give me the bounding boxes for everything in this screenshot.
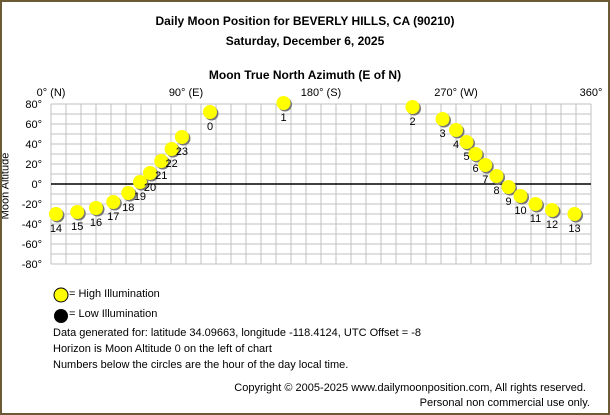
- moon-marker: [106, 195, 121, 209]
- usage-notice: Personal non commercial use only.: [419, 397, 590, 409]
- moon-marker: [528, 197, 543, 211]
- moon-marker: [513, 189, 528, 203]
- y-tick-label: -80°: [22, 259, 42, 271]
- y-tick-label: 40°: [25, 139, 42, 151]
- x-tick-label: 90° (E): [169, 87, 203, 99]
- moon-marker: [70, 205, 85, 219]
- hour-label: 16: [90, 217, 102, 229]
- hour-label: 0: [207, 121, 213, 133]
- moon-marker: [154, 154, 169, 168]
- moon-marker: [132, 175, 147, 189]
- moon-marker: [459, 135, 474, 149]
- moon-marker: [435, 112, 450, 126]
- hour-label: 11: [530, 213, 541, 225]
- y-tick-label: -20°: [22, 199, 42, 211]
- info-horizon: Horizon is Moon Altitude 0 on the left o…: [53, 343, 272, 355]
- legend-low-label: = Low Illumination: [69, 308, 158, 320]
- x-tick-label: 180° (S): [301, 87, 341, 99]
- y-tick-label: 80°: [25, 99, 42, 111]
- moon-marker: [174, 130, 189, 144]
- hour-label: 22: [165, 158, 177, 170]
- moon-marker: [276, 96, 291, 110]
- moon-marker: [203, 105, 217, 119]
- legend-high-marker: [53, 287, 69, 303]
- hour-label: 8: [493, 185, 499, 197]
- x-tick-label: 0° (N): [37, 87, 66, 99]
- hour-label: 17: [107, 211, 119, 223]
- y-tick-label: -60°: [22, 239, 42, 251]
- moon-marker: [567, 207, 582, 221]
- moon-marker: [89, 201, 103, 215]
- hour-label: 19: [134, 191, 146, 203]
- info-location: Data generated for: latitude 34.09663, l…: [53, 327, 422, 339]
- hour-label: 23: [176, 146, 188, 158]
- hour-label: 18: [122, 202, 134, 214]
- chart-subtitle: Saturday, December 6, 2025: [225, 34, 385, 48]
- moon-marker: [405, 100, 420, 114]
- hour-label: 7: [482, 174, 488, 186]
- info-hours: Numbers below the circles are the hour o…: [53, 359, 349, 371]
- hour-label: 21: [155, 170, 167, 182]
- y-tick-label: 0°: [31, 179, 42, 191]
- moon-marker: [121, 186, 136, 200]
- legend-markers: [53, 287, 69, 323]
- hour-label: 2: [409, 116, 415, 128]
- moon-marker: [468, 147, 483, 161]
- legend-high-label: = High Illumination: [69, 288, 160, 300]
- legend-low-marker: [54, 309, 68, 323]
- hour-label: 4: [453, 139, 459, 151]
- hour-label: 15: [71, 221, 83, 233]
- hour-label: 5: [463, 151, 469, 163]
- moon-marker: [545, 203, 559, 217]
- x-tick-label: 270° (W): [434, 87, 478, 99]
- x-tick-label: 360°: [580, 87, 603, 99]
- moon-marker: [164, 142, 179, 156]
- hour-label: 1: [280, 112, 286, 124]
- moon-marker: [143, 166, 157, 180]
- moon-marker: [48, 207, 63, 221]
- hour-label: 20: [144, 182, 156, 194]
- y-tick-label: 20°: [25, 159, 42, 171]
- hour-label: 12: [546, 219, 558, 231]
- hour-label: 14: [50, 223, 62, 235]
- y-tick-label: -40°: [22, 219, 42, 231]
- moon-marker: [501, 180, 516, 194]
- hour-label: 6: [472, 163, 478, 175]
- hour-label: 3: [439, 128, 445, 140]
- hour-label: 9: [505, 196, 511, 208]
- hour-label: 10: [514, 205, 526, 217]
- moon-marker: [449, 123, 463, 137]
- hour-label: 13: [568, 223, 580, 235]
- plot-area: 0° (N) 90° (E) 180° (S) 270° (W) 360°80°60°4…: [22, 87, 603, 271]
- y-tick-label: 60°: [25, 119, 42, 131]
- moon-marker: [489, 169, 504, 183]
- copyright: Copyright © 2005-2025 www.dailymoonposit…: [234, 382, 586, 394]
- moon-marker: [478, 158, 493, 172]
- x-axis-title: Moon True North Azimuth (E of N): [208, 68, 402, 82]
- chart-title: Daily Moon Position for BEVERLY HILLS, C…: [155, 14, 455, 28]
